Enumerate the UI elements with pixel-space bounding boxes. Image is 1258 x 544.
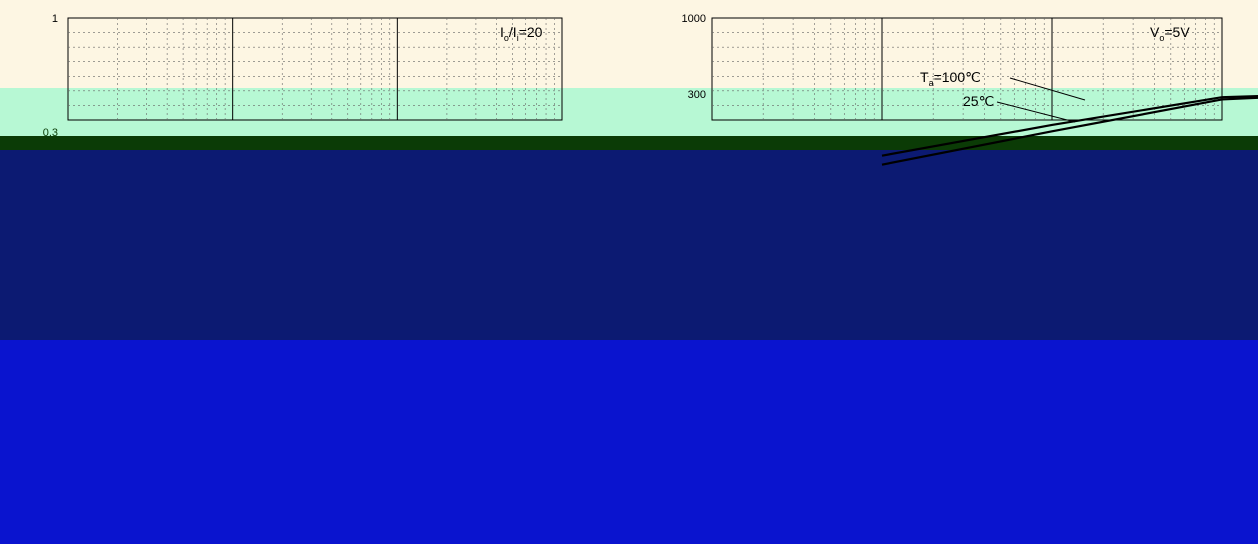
annotation-label: 25℃: [963, 93, 994, 109]
y-tick-label: 300: [688, 89, 706, 101]
annotation-label: Ta=100℃: [920, 69, 981, 88]
series-line: [882, 96, 1258, 165]
annotation-label: Io/Ii=20: [500, 24, 543, 43]
annotation-label: Vo=5V: [1150, 24, 1190, 43]
y-tick-label: 0.3: [43, 127, 58, 139]
left-chart: 1 0.3 Io/Ii=20: [43, 13, 562, 139]
annotation-tail: =100℃: [934, 69, 981, 85]
plot-frame: [68, 18, 562, 120]
leader-line: [1010, 78, 1085, 100]
annotation-mid: /I: [509, 24, 517, 40]
right-chart: 1000 300 Vo=5V Ta=100℃ 25℃: [682, 13, 1258, 165]
leader-line: [997, 102, 1075, 122]
y-tick-label: 1000: [682, 13, 706, 25]
annotation-main: 25℃: [963, 93, 994, 109]
annotation-tail: =20: [519, 24, 543, 40]
annotation-tail: =5V: [1164, 24, 1190, 40]
y-tick-label: 1: [52, 13, 58, 25]
